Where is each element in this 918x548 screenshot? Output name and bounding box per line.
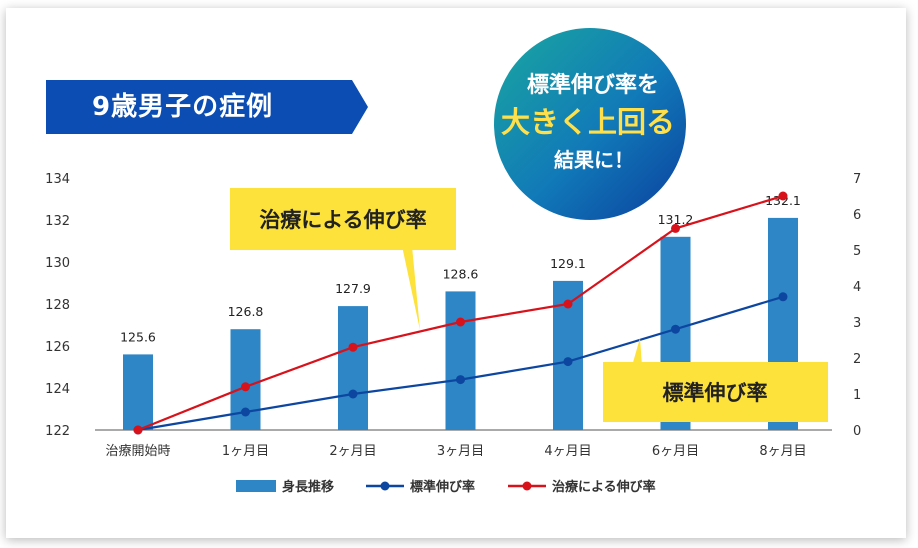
right-tick-label: 5 — [853, 244, 861, 259]
treatment-point — [671, 223, 680, 233]
treatment-point — [778, 191, 788, 201]
callout-standard-pointer — [632, 338, 642, 366]
badge-line2: 大きく上回る — [501, 105, 675, 139]
bar — [445, 291, 476, 430]
left-tick-label: 134 — [45, 172, 70, 187]
left-tick-label: 122 — [45, 424, 70, 439]
right-tick-label: 4 — [853, 280, 861, 295]
bar-value-label: 126.8 — [228, 304, 264, 319]
callout-standard: 標準伸び率 — [603, 338, 828, 422]
x-tick-label: 2ヶ月目 — [329, 444, 376, 459]
callout-treatment-label: 治療による伸び率 — [259, 208, 426, 232]
badge-line3: 結果に！ — [554, 148, 634, 172]
callout-treatment-box — [230, 188, 456, 250]
page-title: 9歳男子の症例 — [92, 92, 274, 122]
callout-standard-box — [603, 362, 828, 422]
standard-point — [778, 292, 788, 302]
treatment-point — [241, 382, 250, 392]
right-tick-label: 2 — [853, 352, 861, 367]
treatment-point — [456, 317, 465, 327]
x-tick-label: 4ヶ月目 — [544, 444, 591, 459]
callout-standard-label: 標準伸び率 — [663, 381, 768, 405]
legend-standard-marker — [380, 481, 390, 491]
legend-standard-label: 標準伸び率 — [410, 479, 475, 495]
bar — [338, 306, 368, 430]
legend-bar-label: 身長推移 — [282, 479, 334, 495]
treatment-point — [348, 342, 358, 352]
bar-value-label: 127.9 — [335, 281, 371, 296]
bar-value-label: 129.1 — [550, 256, 586, 271]
title-banner-shape — [46, 80, 368, 134]
callout-treatment: 治療による伸び率 — [230, 188, 456, 330]
x-tick-label: 1ヶ月目 — [222, 444, 269, 459]
bar-value-label: 131.2 — [658, 212, 694, 227]
x-tick-label: 3ヶ月目 — [437, 444, 484, 459]
left-axis-ticks: 122 124 126 128 130 132 134 — [45, 172, 70, 439]
standard-point — [348, 389, 358, 399]
legend-treatment-marker — [522, 481, 532, 491]
left-tick-label: 126 — [45, 340, 70, 355]
standard-point — [563, 357, 573, 367]
treatment-point — [563, 299, 573, 309]
left-tick-label: 132 — [45, 214, 70, 229]
right-tick-label: 3 — [853, 316, 861, 331]
bar-value-label: 125.6 — [120, 329, 156, 344]
legend-treatment-label: 治療による伸び率 — [552, 479, 656, 495]
badge-background — [494, 28, 686, 220]
x-tick-label: 治療開始時 — [105, 444, 170, 459]
right-tick-label: 1 — [853, 388, 861, 403]
left-tick-label: 124 — [45, 382, 70, 397]
x-tick-label: 8ヶ月目 — [759, 444, 806, 459]
legend-bar-swatch — [236, 480, 276, 492]
bar — [123, 354, 153, 430]
x-axis-labels: 治療開始時 1ヶ月目 2ヶ月目 3ヶ月目 4ヶ月目 6ヶ月目 8ヶ月目 — [105, 444, 806, 459]
x-tick-label: 6ヶ月目 — [652, 444, 699, 459]
callout-treatment-pointer — [402, 246, 420, 330]
right-tick-label: 7 — [853, 172, 861, 187]
standard-point — [241, 407, 250, 417]
left-tick-label: 128 — [45, 298, 70, 313]
right-tick-label: 6 — [853, 208, 861, 223]
treatment-point — [133, 425, 143, 435]
legend: 身長推移 標準伸び率 治療による伸び率 — [236, 479, 656, 495]
standard-point — [671, 324, 680, 334]
right-tick-label: 0 — [853, 424, 861, 439]
line-series — [133, 191, 788, 435]
badge-circle: 標準伸び率を 大きく上回る 結果に！ — [494, 28, 686, 220]
right-axis-ticks: 0 1 2 3 4 5 6 7 — [853, 172, 861, 439]
left-tick-label: 130 — [45, 256, 70, 271]
bar-value-label: 128.6 — [443, 266, 479, 281]
standard-point — [456, 375, 465, 385]
badge-line1: 標準伸び率を — [527, 72, 659, 98]
